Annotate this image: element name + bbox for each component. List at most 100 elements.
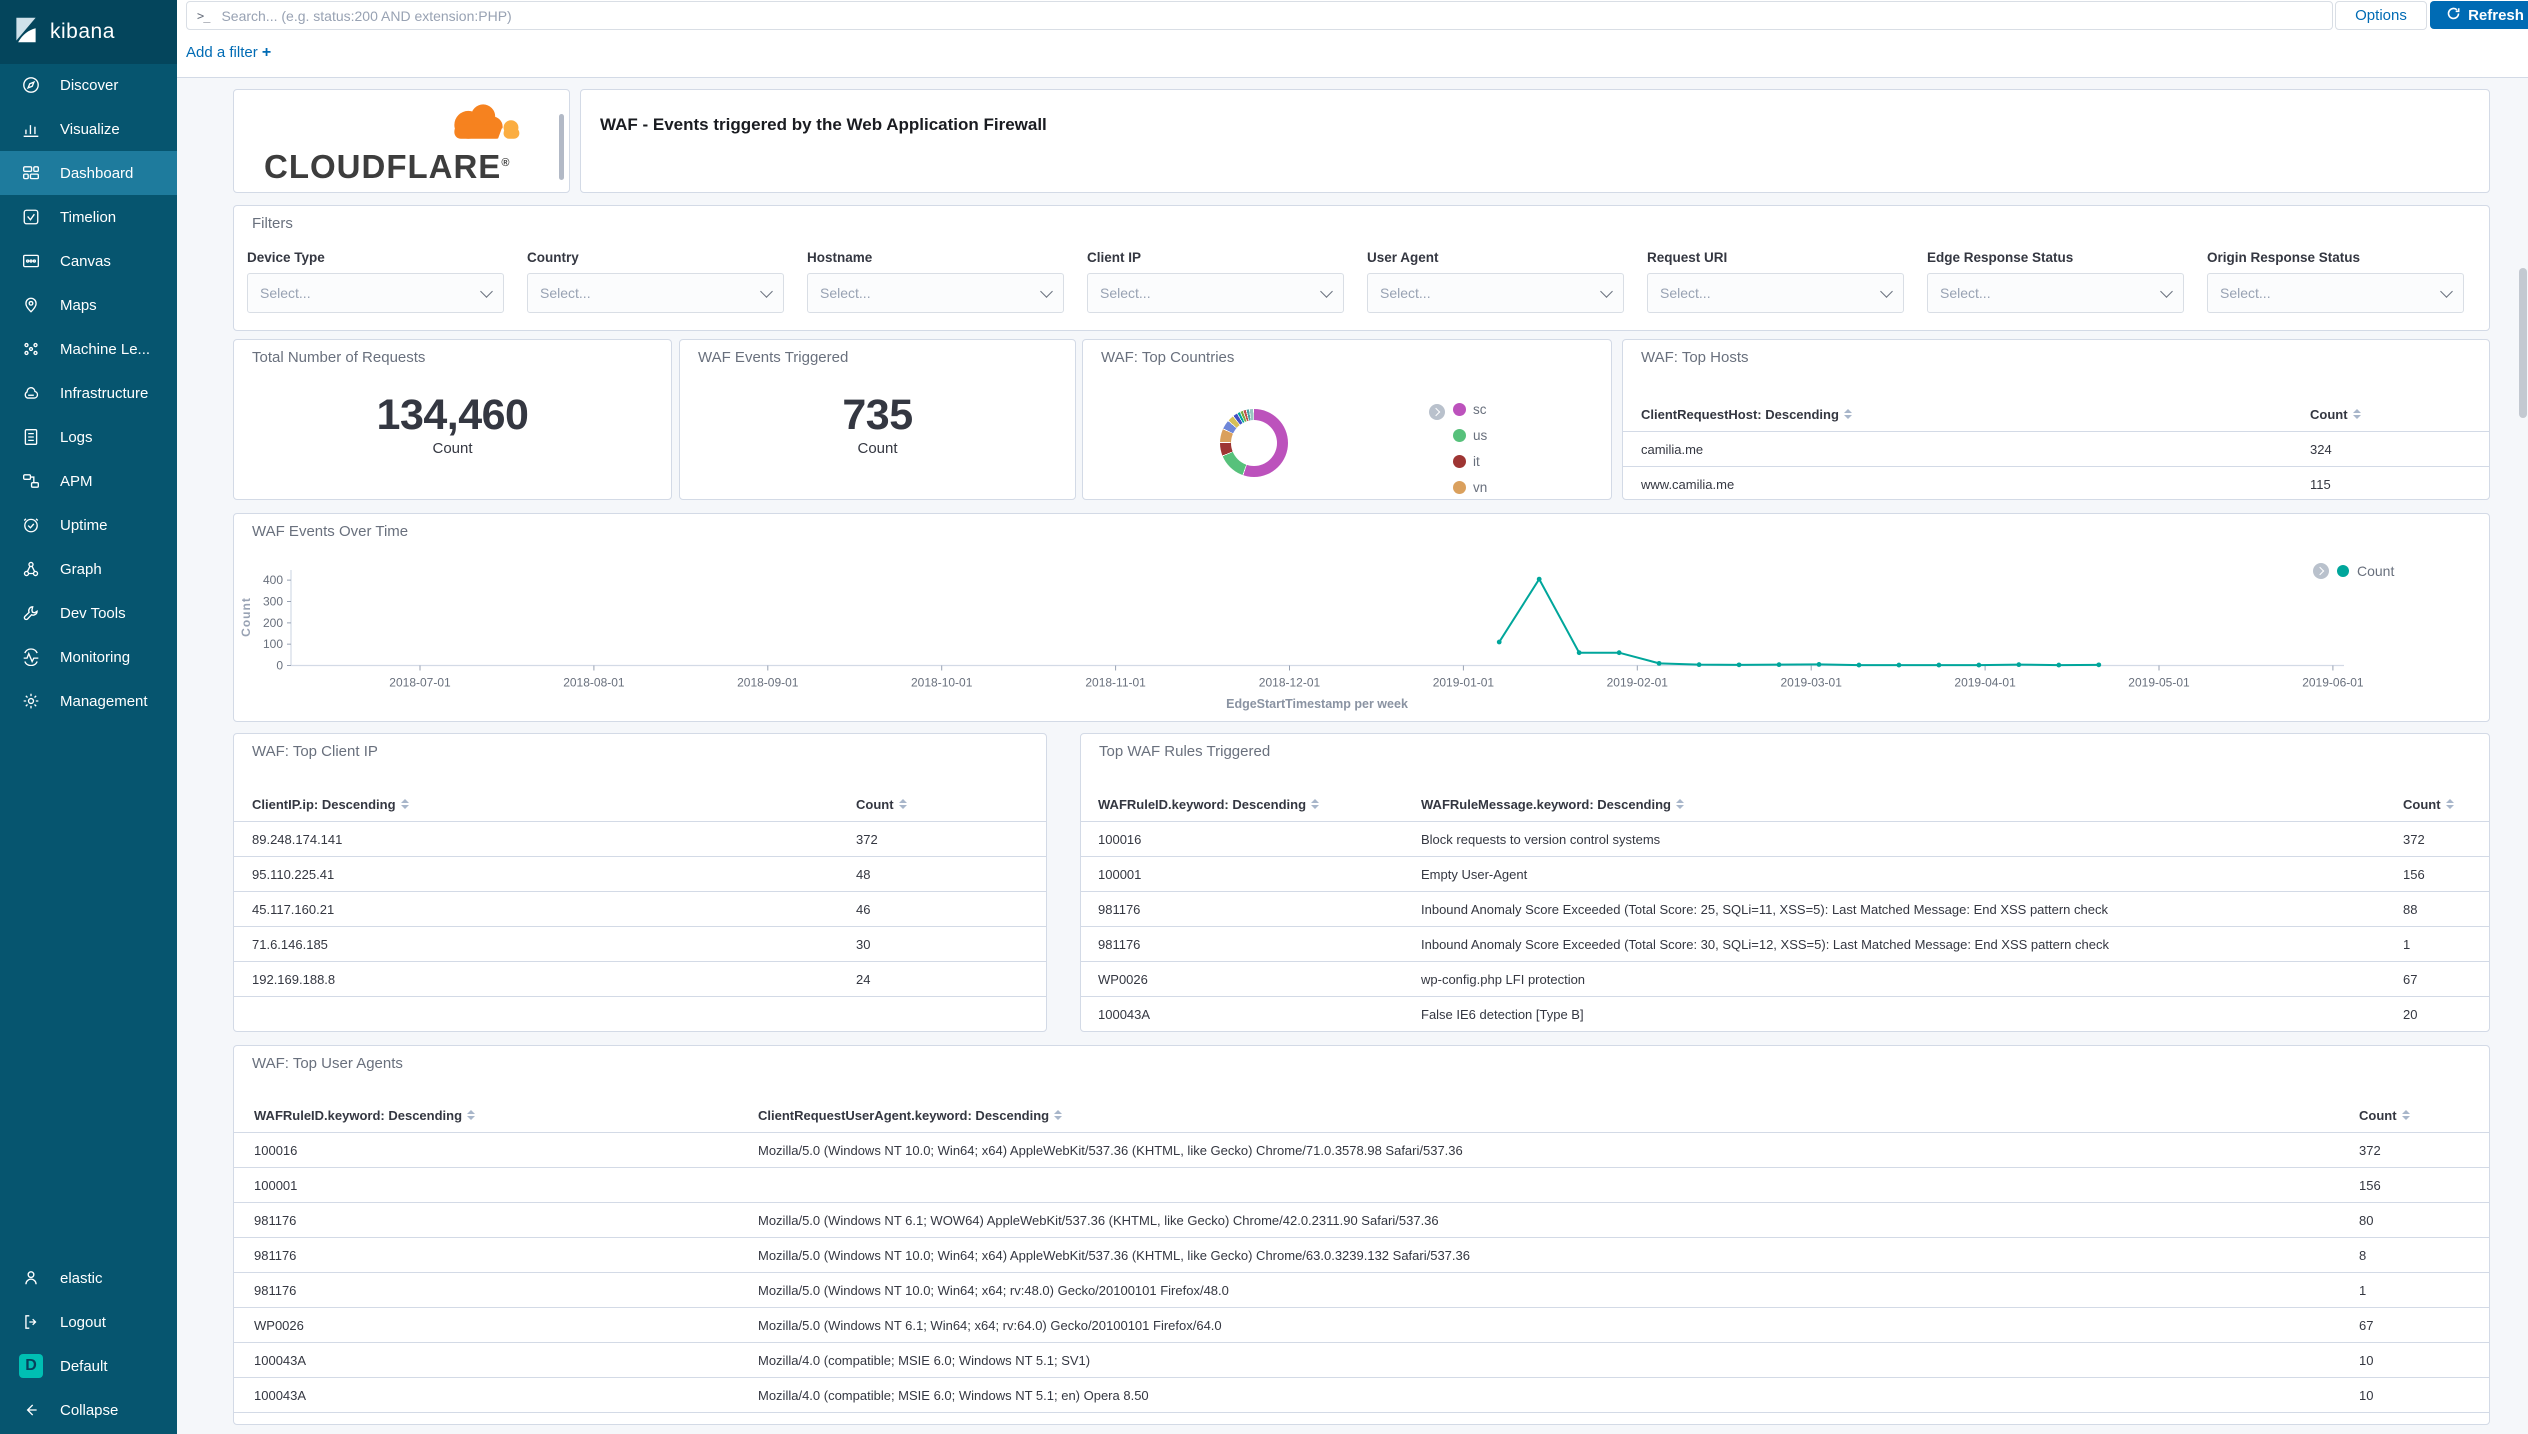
filter-select[interactable]: Select... [1367,273,1624,313]
table-row: 981176 Mozilla/5.0 (Windows NT 10.0; Win… [234,1273,2489,1308]
sidebar-item-dashboard[interactable]: Dashboard [0,151,177,195]
infrastructure-icon [22,384,40,402]
sidebar-item-maps[interactable]: Maps [0,283,177,327]
refresh-button[interactable]: Refresh [2430,1,2528,29]
column-header[interactable]: ClientRequestUserAgent.keyword: Descendi… [758,1098,1062,1132]
refresh-icon [2446,6,2461,25]
select-placeholder: Select... [260,285,311,301]
sidebar-item-logs[interactable]: Logs [0,415,177,459]
sidebar-item-infrastructure[interactable]: Infrastructure [0,371,177,415]
sidebar-item-management[interactable]: Management [0,679,177,723]
filter-select[interactable]: Select... [1087,273,1344,313]
management-icon [22,692,40,710]
sidebar-item-dev-tools[interactable]: Dev Tools [0,591,177,635]
dev-tools-icon [22,604,40,622]
count-cell: 156 [2359,1168,2381,1202]
sidebar-item-uptime[interactable]: Uptime [0,503,177,547]
search-input[interactable] [219,7,2332,25]
table-body: camilia.me 324 www.camilia.me 115 [1623,432,2489,500]
sort-icon [1054,1110,1062,1120]
count-cell: 80 [2359,1203,2373,1237]
sidebar-item-elastic-user[interactable]: elastic [0,1256,177,1300]
sidebar-item-label: Canvas [60,253,111,270]
panel-drag-handle[interactable] [559,114,564,180]
column-header[interactable]: WAFRuleID.keyword: Descending [254,1098,475,1132]
sidebar-item-apm[interactable]: APM [0,459,177,503]
panel-title: WAF: Top Countries [1101,349,1234,366]
search-box[interactable]: >_ [186,1,2333,30]
filter-select[interactable]: Select... [1927,273,2184,313]
table-row: 100001 156 [234,1168,2489,1203]
select-placeholder: Select... [2220,285,2271,301]
sidebar-item-default-space[interactable]: D Default [0,1344,177,1388]
sidebar-item-visualize[interactable]: Visualize [0,107,177,151]
sidebar-item-label: Machine Le... [60,341,150,358]
table-row: 981176 Inbound Anomaly Score Exceeded (T… [1081,892,2489,927]
sidebar-item-timelion[interactable]: Timelion [0,195,177,239]
sidebar-item-label: Logs [60,429,93,446]
column-header[interactable]: Count [2359,1098,2410,1132]
sidebar-item-canvas[interactable]: Canvas [0,239,177,283]
select-placeholder: Select... [820,285,871,301]
sidebar-item-label: APM [60,473,93,490]
filter-select[interactable]: Select... [807,273,1064,313]
top-waf-rules-panel: Top WAF Rules Triggered WAFRuleID.keywor… [1080,733,2490,1032]
sidebar-item-graph[interactable]: Graph [0,547,177,591]
metric-unit-label: Count [680,440,1075,457]
column-header[interactable]: Count [2310,397,2361,431]
sidebar-item-label: Timelion [60,209,116,226]
filter-select[interactable]: Select... [247,273,504,313]
column-header[interactable]: ClientRequestHost: Descending [1641,397,1852,431]
legend-expand-icon[interactable] [1429,404,1445,420]
filter-select[interactable]: Select... [1647,273,1904,313]
column-header[interactable]: Count [2403,787,2454,821]
filter-select[interactable]: Select... [2207,273,2464,313]
column-header[interactable]: ClientIP.ip: Descending [252,787,409,821]
sort-icon [1844,409,1852,419]
filter-select[interactable]: Select... [527,273,784,313]
countries-donut-chart[interactable] [1220,409,1288,477]
top-countries-panel: WAF: Top Countries sc us it vn [1082,339,1612,500]
table-row: 100043A Mozilla/4.0 (compatible; MSIE 6.… [234,1343,2489,1378]
rule-message-cell: False IE6 detection [Type B] [1421,997,1584,1031]
column-header[interactable]: WAFRuleMessage.keyword: Descending [1421,787,1684,821]
filter-label: Device Type [247,250,325,265]
kibana-dashboard-screen: kibana Discover Visualize Dashboard Time… [0,0,2528,1434]
waf-events-panel: WAF Events Triggered 735 Count [679,339,1076,500]
select-placeholder: Select... [540,285,591,301]
rule-id-cell: 981176 [1098,892,1140,926]
count-cell: 67 [2403,962,2417,996]
column-header[interactable]: WAFRuleID.keyword: Descending [1098,787,1319,821]
legend-item[interactable]: sc [1453,402,1487,417]
sidebar-item-collapse[interactable]: Collapse [0,1388,177,1432]
filter-bar: Add a filter + [177,31,2528,78]
donut-hole [1231,420,1277,466]
count-cell: 372 [2403,822,2425,856]
sidebar-item-machine-learning[interactable]: Machine Le... [0,327,177,371]
rule-id-cell: 981176 [254,1238,296,1272]
count-series-label[interactable]: Count [2357,563,2394,579]
sidebar-item-discover[interactable]: Discover [0,63,177,107]
legend-expand-icon[interactable] [2313,563,2329,579]
svg-text:400: 400 [263,573,283,587]
machine-learning-icon [22,340,40,358]
table-body: 100016 Mozilla/5.0 (Windows NT 10.0; Win… [234,1133,2489,1413]
sidebar-item-logout[interactable]: Logout [0,1300,177,1344]
add-filter-link[interactable]: Add a filter + [186,44,271,62]
options-button[interactable]: Options [2335,1,2427,30]
svg-text:2018-09-01: 2018-09-01 [737,676,799,690]
legend-item[interactable]: vn [1453,480,1487,495]
sidebar-nav: Discover Visualize Dashboard Timelion Ca… [0,63,177,723]
sidebar-item-monitoring[interactable]: Monitoring [0,635,177,679]
count-cell: 8 [2359,1238,2366,1272]
column-header[interactable]: Count [856,787,907,821]
rule-id-cell: 100001 [1098,857,1141,891]
chevron-down-icon [760,285,773,298]
legend-item[interactable]: it [1453,454,1480,469]
kibana-logo[interactable]: kibana [0,0,177,64]
logout-icon [22,1313,40,1331]
page-scrollbar-thumb[interactable] [2519,268,2527,418]
chevron-down-icon [1880,285,1893,298]
legend-item[interactable]: us [1453,428,1487,443]
sidebar-item-label: Uptime [60,517,108,534]
